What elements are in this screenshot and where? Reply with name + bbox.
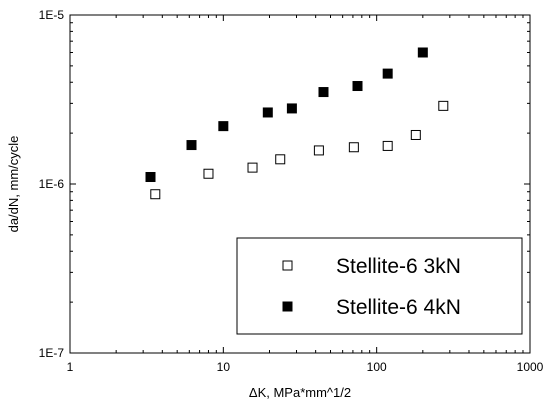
legend-marker-3kn (282, 260, 293, 271)
y-tick-label: 1E-7 (39, 346, 65, 360)
data-point-4kn (145, 172, 156, 183)
legend-box (236, 237, 523, 335)
data-point-4kn (218, 121, 229, 132)
data-point-3kn (348, 142, 359, 153)
x-tick-label: 100 (367, 360, 387, 374)
data-point-4kn (352, 81, 363, 92)
axis-ticks (69, 15, 530, 354)
legend: Stellite-6 3kN Stellite-6 4kN (236, 237, 523, 335)
legend-marker-4kn (282, 301, 293, 312)
x-tick-label: 10 (217, 360, 231, 374)
x-axis-title: ΔK, MPa*mm^1/2 (249, 385, 351, 400)
data-points (145, 47, 449, 200)
data-point-3kn (410, 129, 421, 140)
y-tick-labels: 1E-7 1E-6 1E-5 (39, 8, 65, 360)
data-point-4kn (186, 140, 197, 151)
legend-label-3kn: Stellite-6 3kN (336, 255, 461, 278)
data-point-4kn (417, 47, 428, 58)
legend-label-4kn: Stellite-6 4kN (336, 296, 461, 319)
x-tick-labels: 1 10 100 1000 (67, 360, 544, 374)
y-axis-title: da/dN, mm/cycle (6, 136, 21, 233)
data-point-3kn (275, 154, 286, 165)
data-point-4kn (262, 107, 273, 118)
x-tick-label: 1 (67, 360, 74, 374)
data-point-3kn (438, 100, 449, 111)
data-point-3kn (313, 145, 324, 156)
y-tick-label: 1E-6 (39, 177, 65, 191)
data-point-3kn (247, 162, 258, 173)
y-tick-label: 1E-5 (39, 8, 65, 22)
data-point-3kn (382, 140, 393, 151)
data-point-3kn (203, 168, 214, 179)
data-point-3kn (150, 189, 161, 200)
x-tick-label: 1000 (517, 360, 544, 374)
data-point-4kn (286, 103, 297, 114)
data-point-4kn (382, 68, 393, 79)
data-point-4kn (318, 87, 329, 98)
